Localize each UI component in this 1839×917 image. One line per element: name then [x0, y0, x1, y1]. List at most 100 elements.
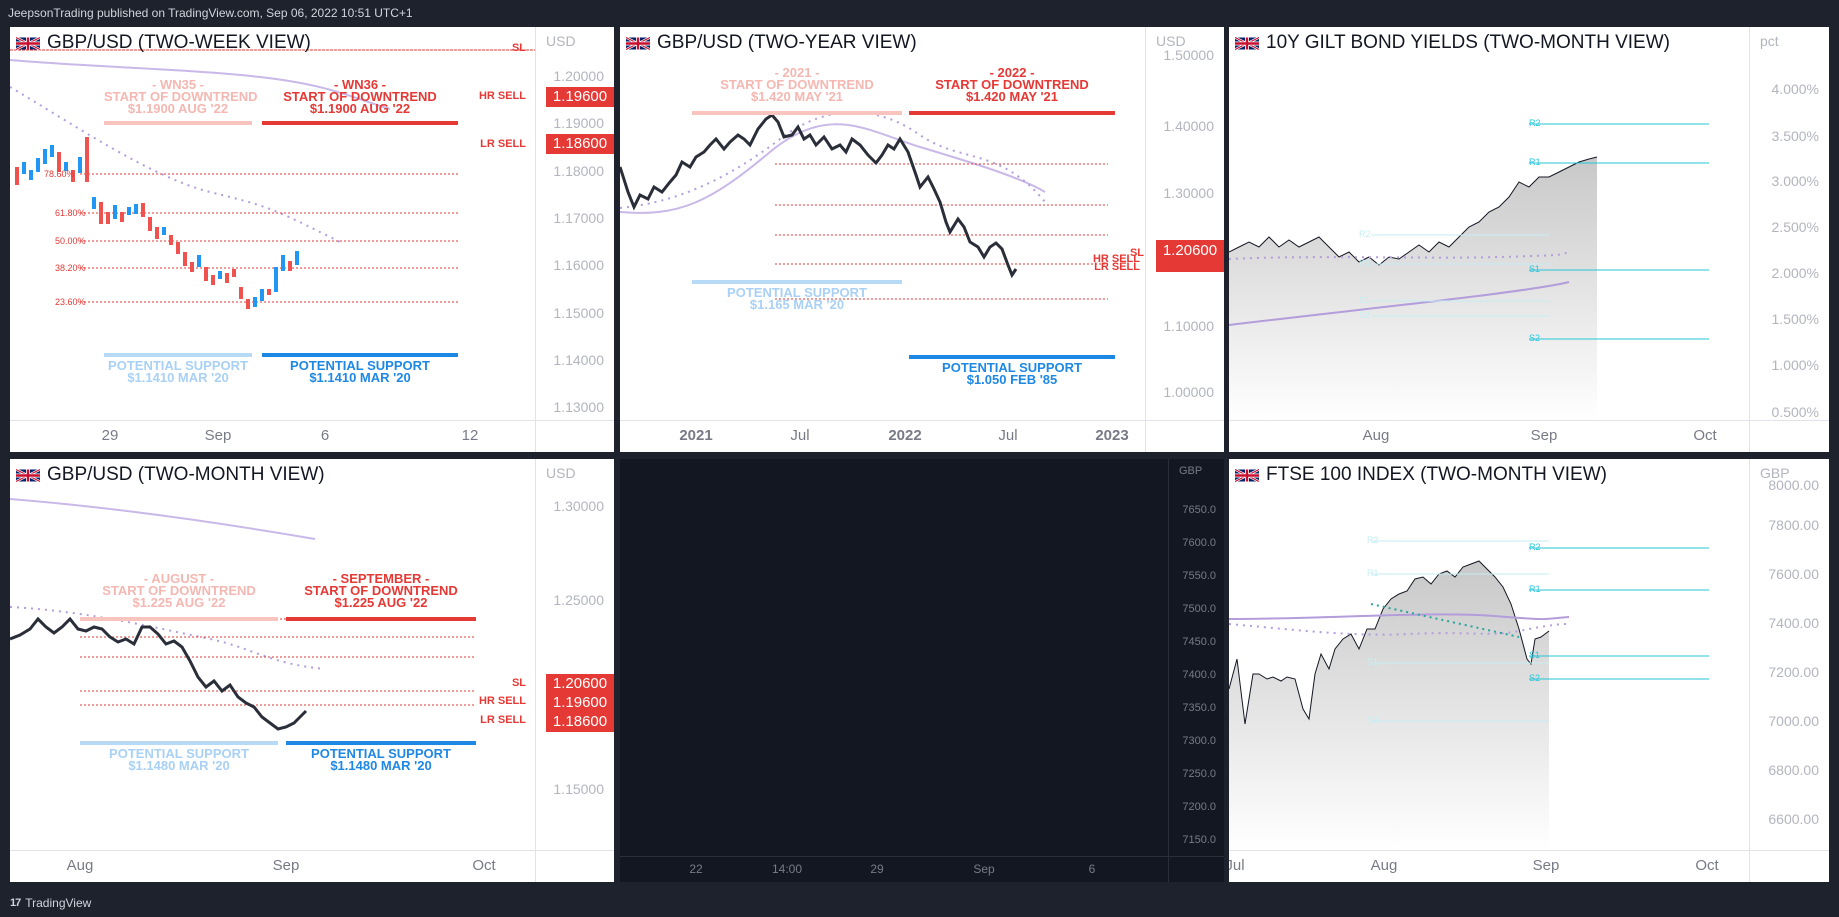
annotation-faded-top: - 2021 - START OF DOWNTREND $1.420 MAY '21 — [720, 65, 874, 104]
pivot-label-r2: R2 — [1529, 542, 1541, 552]
price-tick: 3.000% — [1771, 173, 1819, 189]
price-scale[interactable]: GBP 8000.00 7800.00 7600.00 7400.00 7200… — [1749, 459, 1829, 882]
sl-label: SL — [1129, 247, 1144, 259]
time-scale[interactable]: 22 14:00 29 Sep 6 — [620, 856, 1168, 882]
time-scale[interactable]: Aug Sep Oct — [1229, 420, 1749, 452]
scale-corner — [1749, 850, 1829, 882]
price-tick: 1.17000 — [553, 210, 604, 226]
chart-plot-gbpusd-two-year[interactable] — [620, 27, 1145, 420]
faded-pivot-label-r1: R1 — [1367, 568, 1379, 578]
price-tick: 7000.00 — [1768, 713, 1819, 729]
chart-panel-empty[interactable]: GBP 7650.0 7600.0 7550.0 7500.0 7450.0 7… — [620, 459, 1224, 882]
unit-label: USD — [1156, 33, 1186, 49]
pivot-label-s1: S1 — [1529, 264, 1541, 274]
time-tick: 6 — [1088, 862, 1096, 876]
hr-sell-label: HR SELL — [1092, 253, 1140, 265]
price-tick: 7550.0 — [1182, 570, 1216, 582]
title-text: 10Y GILT BOND YIELDS (TWO-MONTH VIEW) — [1266, 32, 1670, 53]
annotation-support: POTENTIAL SUPPORT $1.050 FEB '85 — [942, 360, 1082, 387]
time-tick: Aug — [66, 857, 94, 874]
time-scale[interactable]: 2021 Jul 2022 Jul 2023 — [620, 420, 1145, 452]
price-tick: 7600.0 — [1182, 537, 1216, 549]
price-tick: 3.500% — [1771, 128, 1819, 144]
chart-panel-gilt-yields[interactable]: 10Y GILT BOND YIELDS (TWO-MONTH VIEW) R2… — [1229, 27, 1829, 452]
faded-pivot-label-r2: R2 — [1367, 535, 1379, 545]
price-tick: 1.15000 — [553, 305, 604, 321]
time-tick: Oct — [472, 857, 496, 874]
footer: 17 TradingView — [0, 890, 1839, 917]
chart-panel-gbpusd-two-year[interactable]: GBP/USD (TWO-YEAR VIEW) - 2021 - START OF… — [620, 27, 1224, 452]
price-scale[interactable]: pct 4.000% 3.500% 3.000% 2.500% 2.000% 1… — [1749, 27, 1829, 452]
price-scale[interactable]: GBP 7650.0 7600.0 7550.0 7500.0 7450.0 7… — [1168, 459, 1224, 882]
candles — [15, 137, 299, 309]
price-tick: 7200.0 — [1182, 801, 1216, 813]
price-tick: 1.00000 — [1163, 384, 1214, 400]
time-scale[interactable]: Jul Aug Sep Oct — [1229, 850, 1749, 882]
chart-title: GBP/USD (TWO-YEAR VIEW) — [626, 32, 917, 54]
price-scale[interactable]: USD 1.20000 1.19000 1.18000 1.17000 1.16… — [535, 27, 614, 452]
title-text: GBP/USD (TWO-WEEK VIEW) — [47, 32, 311, 53]
chart-panel-gbpusd-two-week[interactable]: GBP/USD (TWO-WEEK VIEW) - WN35 - START OF… — [10, 27, 614, 452]
annotation-downtrend: - WN36 - START OF DOWNTREND $1.1900 AUG '2… — [283, 77, 437, 116]
pivot-label-r1: R1 — [1529, 157, 1541, 167]
price-tick: 7250.0 — [1182, 768, 1216, 780]
hr-sell-price-box: 1.19600 — [546, 693, 614, 713]
price-tick: 1.14000 — [553, 352, 604, 368]
hr-sell-price-box: 1.19600 — [546, 87, 614, 107]
sl-price-box: 1.20600 — [546, 674, 614, 694]
price-tick: 7500.0 — [1182, 603, 1216, 615]
chart-plot-gbpusd-two-month[interactable] — [10, 459, 535, 850]
chart-panel-gbpusd-two-month[interactable]: GBP/USD (TWO-MONTH VIEW) - AUGUST - START… — [10, 459, 614, 882]
price-tick: 6600.00 — [1768, 811, 1819, 827]
price-tick: 2.000% — [1771, 265, 1819, 281]
sl-label: SL — [511, 677, 526, 689]
price-tick: 1.50000 — [1163, 47, 1214, 63]
sl-price-box: 1.20600 — [1156, 240, 1224, 272]
pivot-label-s1: S1 — [1529, 650, 1541, 660]
price-tick: 1.16000 — [553, 257, 604, 273]
time-tick: Sep — [1530, 427, 1558, 444]
price-tick: 1.500% — [1771, 311, 1819, 327]
price-tick: 4.000% — [1771, 81, 1819, 97]
chart-plot-gbpusd-two-week[interactable] — [10, 27, 535, 420]
price-tick: 7350.0 — [1182, 702, 1216, 714]
uk-flag-icon — [1235, 35, 1259, 51]
chart-plot-ftse-100[interactable] — [1229, 459, 1749, 850]
time-tick: 2022 — [888, 427, 922, 444]
unit-label: USD — [546, 33, 576, 49]
time-tick: 14:00 — [771, 862, 803, 876]
time-tick: 12 — [461, 427, 479, 444]
annotation-faded-support: POTENTIAL SUPPORT $1.1480 MAR '20 — [109, 746, 249, 773]
price-scale[interactable]: USD 1.30000 1.25000 1.15000 — [535, 459, 614, 882]
time-tick: Aug — [1362, 427, 1390, 444]
price-tick: 2.500% — [1771, 219, 1819, 235]
annotation-support: POTENTIAL SUPPORT $1.1410 MAR '20 — [290, 358, 430, 385]
time-scale[interactable]: Aug Sep Oct — [10, 850, 535, 882]
price-tick: 7200.00 — [1768, 664, 1819, 680]
price-tick: 1.13000 — [553, 399, 604, 415]
time-scale[interactable]: 29 Sep 6 12 — [10, 420, 535, 452]
price-tick: 1.10000 — [1163, 318, 1214, 334]
chart-plot-gilt-yields[interactable] — [1229, 27, 1749, 420]
brand-name[interactable]: TradingView — [25, 896, 92, 910]
price-tick: 1.15000 — [553, 781, 604, 797]
sl-label: SL — [511, 42, 526, 54]
time-tick: Sep — [1532, 857, 1560, 874]
price-tick: 1.25000 — [553, 592, 604, 608]
price-tick: 7400.0 — [1182, 669, 1216, 681]
price-tick: 7150.0 — [1182, 834, 1216, 846]
title-text: GBP/USD (TWO-MONTH VIEW) — [47, 464, 325, 485]
chart-panel-ftse-100[interactable]: FTSE 100 INDEX (TWO-MONTH VIEW) R2 R1 S1… — [1229, 459, 1829, 882]
annotation-faded-top: - AUGUST - START OF DOWNTREND $1.225 AUG '… — [102, 571, 256, 610]
price-scale[interactable]: USD 1.50000 1.40000 1.30000 1.10000 1.00… — [1145, 27, 1224, 452]
price-tick: 7650.0 — [1182, 504, 1216, 516]
time-tick: 2023 — [1095, 427, 1129, 444]
time-tick: Aug — [1370, 857, 1398, 874]
faded-pivot-label-s2: S2 — [1367, 715, 1379, 725]
uk-flag-icon — [626, 35, 650, 51]
uk-flag-icon — [16, 35, 40, 51]
tradingview-logo-icon[interactable]: 17 — [10, 897, 21, 909]
annotation-downtrend: - 2022 - START OF DOWNTREND $1.420 MAY '21 — [935, 65, 1089, 104]
lr-sell-price-box: 1.18600 — [546, 712, 614, 732]
chart-title: 10Y GILT BOND YIELDS (TWO-MONTH VIEW) — [1235, 32, 1670, 54]
